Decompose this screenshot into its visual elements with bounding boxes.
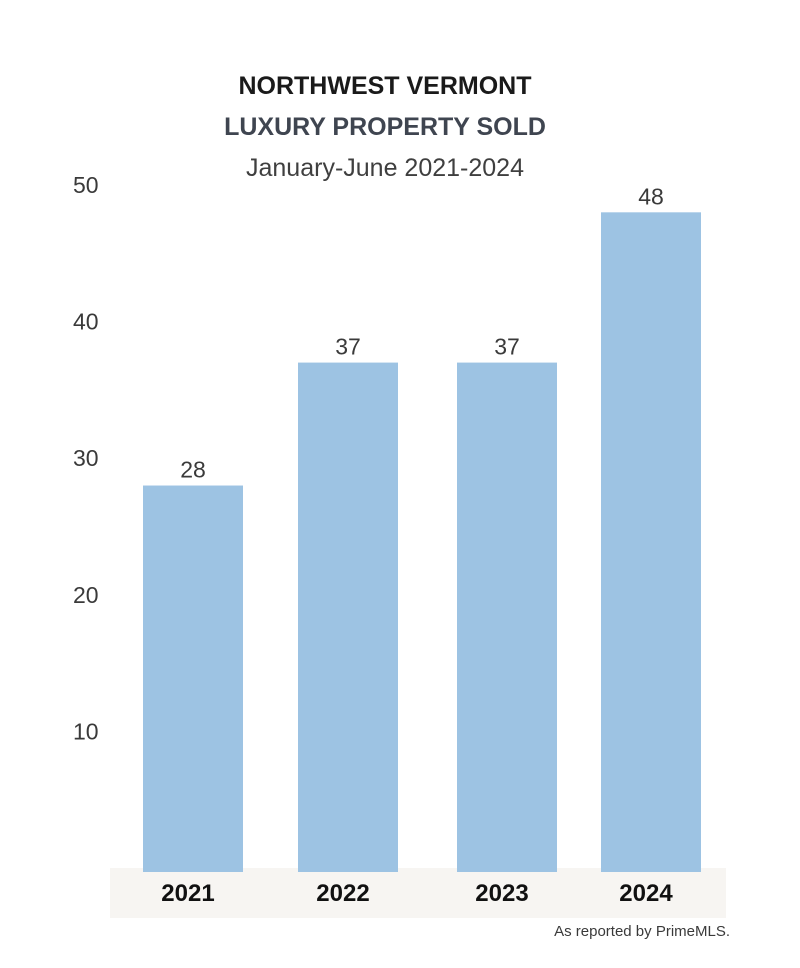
bar-2022 bbox=[298, 362, 398, 872]
y-tick-label: 30 bbox=[73, 445, 99, 471]
x-tick-label-2021: 2021 bbox=[161, 880, 214, 907]
data-label-2023: 37 bbox=[494, 334, 520, 360]
x-axis-band bbox=[110, 868, 726, 918]
y-axis-ticks: 10 20 30 40 50 bbox=[73, 172, 99, 744]
data-label-2022: 37 bbox=[335, 334, 361, 360]
data-labels-group: 28 37 37 48 bbox=[180, 183, 664, 482]
x-axis-ticks: 2021 2022 2023 2024 bbox=[161, 880, 673, 907]
bar-2021 bbox=[143, 485, 243, 872]
x-tick-label-2023: 2023 bbox=[475, 880, 528, 907]
data-label-2024: 48 bbox=[638, 183, 664, 209]
y-tick-label: 10 bbox=[73, 718, 99, 744]
source-note: As reported by PrimeMLS. bbox=[554, 923, 730, 940]
y-tick-label: 50 bbox=[73, 172, 99, 198]
x-tick-label-2022: 2022 bbox=[316, 880, 369, 907]
bars-group bbox=[143, 212, 701, 872]
chart-title-line-1: NORTHWEST VERMONT bbox=[238, 72, 531, 100]
chart-title-line-2: LUXURY PROPERTY SOLD bbox=[224, 113, 546, 141]
chart-subtitle: January-June 2021-2024 bbox=[246, 154, 524, 182]
bar-2024 bbox=[601, 212, 701, 872]
y-tick-label: 20 bbox=[73, 582, 99, 608]
y-tick-label: 40 bbox=[73, 309, 99, 335]
bar-2023 bbox=[457, 362, 557, 872]
data-label-2021: 28 bbox=[180, 457, 206, 483]
x-tick-label-2024: 2024 bbox=[619, 880, 673, 907]
